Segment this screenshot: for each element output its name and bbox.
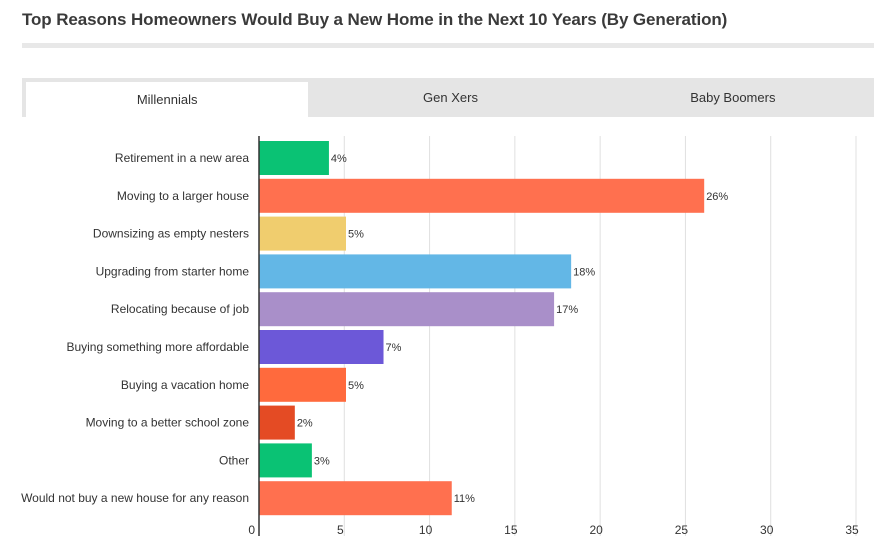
category-label: Retirement in a new area	[115, 151, 249, 165]
category-label: Would not buy a new house for any reason	[21, 491, 249, 505]
value-label: 4%	[331, 153, 347, 165]
value-label: 7%	[386, 342, 402, 354]
x-tick-label: 25	[675, 523, 689, 537]
value-label: 5%	[348, 229, 364, 241]
title-divider	[22, 43, 874, 48]
category-label: Downsizing as empty nesters	[93, 227, 249, 241]
category-label: Upgrading from starter home	[96, 264, 250, 278]
category-label: Moving to a better school zone	[86, 416, 250, 430]
bar	[259, 367, 346, 402]
bar	[259, 141, 329, 175]
value-label: 5%	[348, 380, 364, 392]
bar	[259, 481, 452, 516]
bar	[259, 178, 705, 213]
bar	[259, 405, 295, 440]
category-label: Moving to a larger house	[117, 189, 249, 203]
category-label: Other	[219, 453, 249, 467]
category-label: Relocating because of job	[111, 302, 249, 316]
bar	[259, 254, 572, 289]
generation-tabs: Millennials Gen Xers Baby Boomers	[22, 78, 874, 117]
bar	[259, 330, 384, 364]
x-tick-label: 15	[504, 523, 518, 537]
x-tick-label: 0	[248, 523, 255, 537]
value-label: 17%	[556, 304, 578, 316]
x-tick-label: 10	[419, 523, 433, 537]
tab-baby-boomers[interactable]: Baby Boomers	[690, 90, 776, 105]
x-tick-label: 5	[337, 523, 344, 537]
tab-gen-xers[interactable]: Gen Xers	[423, 90, 478, 105]
x-tick-label: 35	[845, 523, 859, 537]
value-label: 18%	[573, 266, 595, 278]
x-tick-label: 30	[760, 523, 774, 537]
bar	[259, 216, 346, 251]
bar	[259, 443, 312, 478]
value-label: 3%	[314, 455, 330, 467]
category-label: Buying something more affordable	[66, 340, 249, 354]
value-label: 2%	[297, 418, 313, 430]
x-tick-label: 20	[589, 523, 603, 537]
tab-millennials[interactable]: Millennials	[25, 81, 310, 117]
value-label: 26%	[706, 191, 728, 203]
bar	[259, 292, 555, 327]
chart-title: Top Reasons Homeowners Would Buy a New H…	[22, 10, 728, 29]
value-label: 11%	[454, 493, 475, 505]
category-label: Buying a vacation home	[121, 378, 249, 392]
